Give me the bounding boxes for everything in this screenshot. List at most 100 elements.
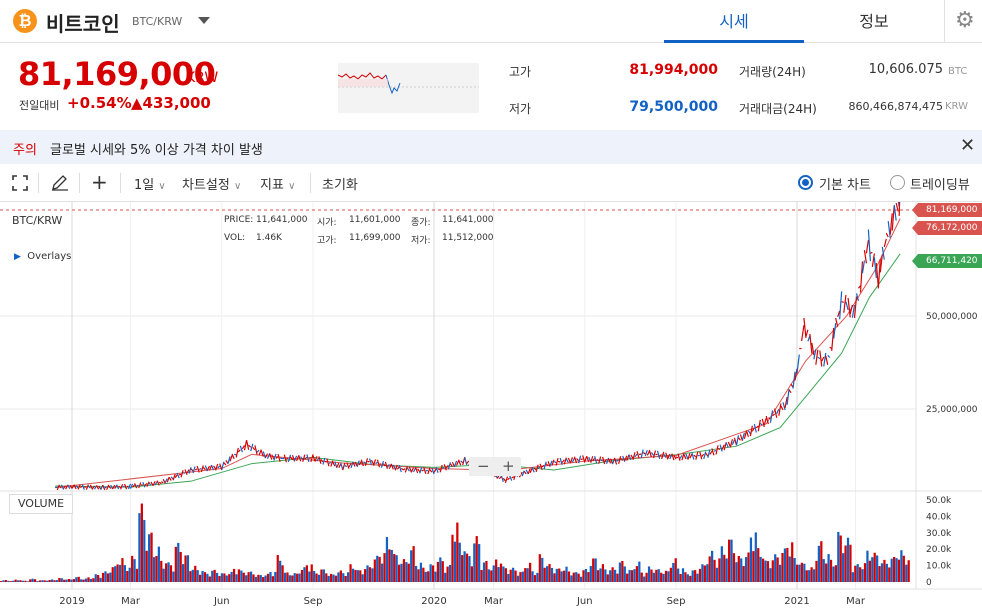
price-candle bbox=[805, 329, 809, 337]
zoom-out-button[interactable]: − bbox=[477, 457, 490, 475]
volume-bar bbox=[854, 565, 857, 582]
price-candle bbox=[796, 354, 800, 374]
zoom-in-button[interactable]: + bbox=[502, 457, 515, 475]
volume-bar bbox=[373, 559, 376, 582]
volume-bar bbox=[609, 570, 612, 582]
volume-bar bbox=[667, 571, 670, 582]
price-candle bbox=[154, 481, 158, 486]
tab-info[interactable]: 정보 bbox=[859, 12, 889, 31]
price-candle bbox=[511, 476, 515, 479]
price-candle bbox=[870, 251, 873, 254]
volume-bar bbox=[660, 572, 663, 582]
price-candle bbox=[813, 349, 817, 360]
price-chart[interactable]: 25,000,000 50,000,000 50.0k 40.0k 30.0k 20.0k… bbox=[0, 186, 982, 615]
price-candle bbox=[717, 448, 721, 450]
price-candle bbox=[673, 455, 677, 460]
indicators-label: 지표 bbox=[260, 178, 284, 193]
coin-name[interactable]: 비트코인 bbox=[46, 12, 120, 36]
volume-bar bbox=[575, 572, 578, 582]
price-candle bbox=[348, 463, 352, 468]
price-candle bbox=[576, 458, 580, 462]
volume-bar bbox=[223, 573, 226, 582]
basic-chart-label[interactable]: 기본 차트 bbox=[819, 178, 871, 193]
price-candle bbox=[56, 484, 60, 491]
price-candle bbox=[129, 483, 134, 489]
volume-bar bbox=[657, 569, 660, 582]
price-candle bbox=[588, 456, 592, 462]
price-candle bbox=[208, 465, 213, 471]
price-candle bbox=[239, 445, 243, 453]
price-candle bbox=[136, 484, 139, 487]
price-candle bbox=[273, 453, 277, 461]
basic-chart-radio[interactable] bbox=[798, 175, 813, 190]
ohlc-close-value: 11,641,000 bbox=[442, 215, 494, 225]
fullscreen-icon[interactable] bbox=[12, 175, 28, 191]
volume-bar bbox=[837, 531, 840, 582]
volume-bar bbox=[883, 559, 886, 582]
price-candle bbox=[283, 454, 287, 463]
price-candle bbox=[352, 462, 356, 467]
gear-icon[interactable]: ⚙ bbox=[955, 8, 975, 33]
price-candle bbox=[75, 485, 79, 489]
price-candle bbox=[96, 485, 100, 490]
reset-button[interactable]: 초기화 bbox=[322, 178, 358, 193]
overlays-toggle[interactable]: ▶ Overlays bbox=[14, 251, 71, 262]
notice-tag: 주의 bbox=[13, 143, 37, 158]
volume-bar bbox=[322, 569, 325, 582]
price-candle bbox=[437, 468, 441, 471]
chart-settings-menu[interactable]: 차트설정 ∨ bbox=[182, 174, 241, 193]
volume-bar bbox=[281, 565, 284, 582]
price-candle bbox=[372, 459, 377, 466]
volume-bar bbox=[638, 561, 641, 582]
volume-bar bbox=[87, 577, 90, 582]
chevron-down-icon[interactable] bbox=[198, 17, 210, 24]
volume-bar bbox=[184, 555, 187, 582]
volume-bar bbox=[21, 580, 25, 582]
volume-bar bbox=[84, 578, 88, 582]
price-candle bbox=[749, 425, 753, 437]
price-candle bbox=[271, 454, 275, 460]
price-candle bbox=[190, 468, 194, 472]
price-candle bbox=[180, 470, 184, 478]
price-candle bbox=[412, 467, 417, 473]
price-candle bbox=[158, 481, 162, 484]
volume-bar bbox=[191, 569, 194, 582]
tradingview-radio[interactable] bbox=[890, 175, 905, 190]
crosshair-icon[interactable]: + bbox=[91, 170, 108, 194]
volume-bar bbox=[0, 581, 3, 582]
tradingview-label[interactable]: 트레이딩뷰 bbox=[910, 178, 970, 193]
price-chart-svg[interactable]: 25,000,000 50,000,000 50.0k 40.0k 30.0k 20.0k… bbox=[0, 186, 982, 615]
volume-bar bbox=[829, 559, 833, 582]
price-candle bbox=[871, 253, 875, 268]
volume-bar bbox=[371, 568, 374, 582]
price-candle bbox=[122, 485, 125, 488]
volume-axis-tick-label: 40.0k bbox=[926, 512, 952, 522]
close-icon[interactable]: ✕ bbox=[960, 135, 976, 156]
price-candle bbox=[217, 465, 221, 469]
price-candle bbox=[260, 450, 264, 457]
chart-settings-label: 차트설정 bbox=[182, 178, 230, 193]
volume-bar bbox=[220, 573, 224, 582]
price-candle bbox=[320, 459, 324, 463]
price-candle bbox=[294, 455, 298, 461]
volume-bar bbox=[531, 571, 534, 582]
volume-bar bbox=[504, 568, 507, 582]
interval-select[interactable]: 1일 ∨ bbox=[134, 174, 166, 193]
price-candle bbox=[419, 467, 423, 474]
indicators-menu[interactable]: 지표 ∨ bbox=[260, 174, 295, 193]
volume-bar bbox=[94, 574, 97, 582]
volume-bar bbox=[383, 553, 386, 582]
volume-bar bbox=[182, 564, 185, 582]
tab-price[interactable]: 시세 bbox=[664, 0, 804, 43]
volume-bar bbox=[839, 535, 842, 582]
triangle-right-icon: ▶ bbox=[14, 252, 21, 262]
price-candle bbox=[837, 310, 841, 317]
volume-bar bbox=[303, 567, 306, 582]
pencil-icon[interactable] bbox=[51, 175, 69, 191]
ma-long-line bbox=[55, 253, 901, 488]
volume-bar bbox=[114, 566, 117, 582]
price-candle bbox=[504, 476, 509, 483]
price-candle bbox=[632, 452, 636, 460]
coin-pair[interactable]: BTC/KRW bbox=[132, 15, 183, 28]
price-candle bbox=[120, 483, 124, 490]
